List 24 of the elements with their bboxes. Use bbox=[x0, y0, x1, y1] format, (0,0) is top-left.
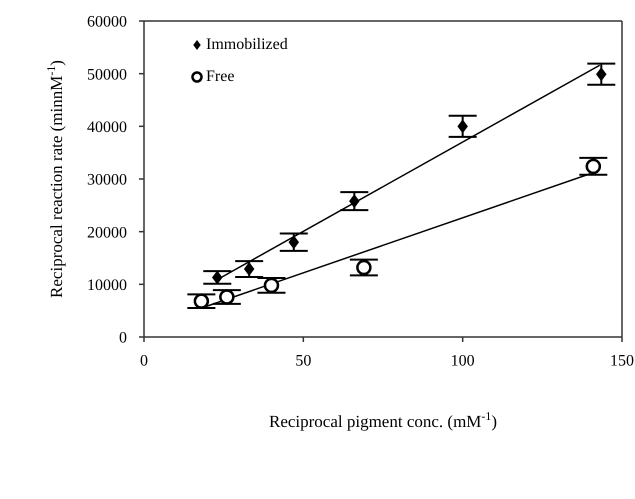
legend-label: Free bbox=[206, 68, 234, 86]
y-tick-label: 50000 bbox=[87, 66, 127, 84]
y-tick-label: 0 bbox=[119, 330, 127, 347]
y-tick-label: 20000 bbox=[87, 224, 127, 242]
y-tick-label: 60000 bbox=[87, 14, 127, 31]
y-tick-label: 40000 bbox=[87, 119, 127, 136]
point bbox=[349, 194, 360, 208]
x-axis-title: Reciprocal pigment conc. (mM$^{-1}$) bbox=[268, 409, 498, 431]
x-tick-label: 50 bbox=[295, 352, 312, 370]
point bbox=[244, 262, 254, 276]
point bbox=[264, 278, 280, 294]
x-tick-label: 150 bbox=[610, 352, 634, 370]
point bbox=[356, 260, 372, 276]
y-tick-label: 30000 bbox=[87, 172, 127, 189]
x-tick-label: 100 bbox=[450, 352, 475, 370]
point bbox=[194, 293, 210, 309]
point bbox=[219, 289, 235, 305]
legend-label: Immobilized bbox=[206, 36, 288, 54]
x-tick-label: 0 bbox=[140, 352, 148, 370]
point bbox=[457, 119, 468, 134]
y-tick-label: 10000 bbox=[87, 277, 127, 294]
point bbox=[596, 67, 607, 82]
point bbox=[288, 235, 300, 250]
point bbox=[212, 270, 223, 284]
